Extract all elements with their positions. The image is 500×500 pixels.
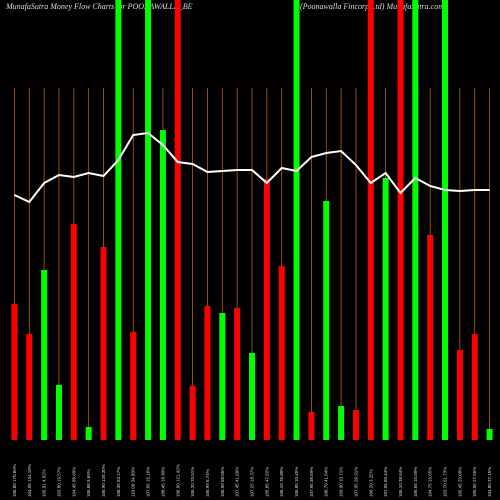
bar	[308, 412, 315, 440]
x-tick-label: 105.20 70.51%	[190, 467, 195, 497]
x-tick-label: 105.45 25.00%	[457, 467, 462, 497]
bar	[85, 427, 92, 440]
x-tick-label: 105.55 15.00%	[413, 467, 418, 497]
x-tick-label: 106.20 3.25%	[368, 469, 373, 497]
x-tick-label: 106.90 58.05%	[220, 467, 225, 497]
bar	[338, 406, 345, 440]
x-tick-label: 104.45 88.60%	[71, 467, 76, 497]
x-tick-label: 107.05 60.44%	[383, 467, 388, 497]
bar	[278, 266, 285, 440]
bar	[130, 332, 137, 440]
x-tick-label: 107.05 15.16%	[146, 467, 151, 497]
x-tick-label: 105.05 27.55%	[472, 467, 477, 497]
bar	[412, 0, 419, 440]
x-tick-label: 105.85 10.45%	[294, 467, 299, 497]
bar	[397, 0, 404, 440]
bar	[456, 350, 463, 440]
x-tick-label: 104.80 37.15%	[487, 467, 492, 497]
x-tick-label: 107.05 26.91%	[353, 467, 358, 497]
bar	[70, 224, 77, 440]
bar	[442, 0, 449, 440]
bar	[323, 201, 330, 440]
x-tick-label: 105.91 4.92%	[42, 469, 47, 497]
bar	[26, 334, 33, 440]
x-tick-label: 106.60 121.42%	[175, 464, 180, 497]
x-tick-label: 108.35 53.17%	[116, 467, 121, 497]
x-tick-label: 108.70 41.64%	[324, 467, 329, 497]
bar	[219, 313, 226, 440]
bar	[486, 429, 493, 440]
bar	[115, 0, 122, 440]
bar	[189, 386, 196, 440]
x-tick-label: 106.90 120.30%	[101, 464, 106, 497]
bar	[174, 0, 181, 440]
x-tick-label: 105.88 9.69%	[86, 469, 91, 497]
x-tick-label: 104.75 15.65%	[428, 467, 433, 497]
bar	[249, 353, 255, 440]
bar	[11, 304, 18, 440]
x-tick-label: 103.70 51.73%	[443, 467, 448, 497]
x-tick-label: 109.00 10.71%	[339, 467, 344, 497]
chart-title: MunafaSutra Money Flow Charts for POONAW…	[5, 2, 193, 11]
x-tick-label: 106.80 170.60%	[12, 464, 17, 497]
x-tick-label: 108.45 18.40%	[160, 467, 165, 497]
x-tick-label: 110.00 34.90%	[131, 467, 136, 497]
bar	[293, 0, 300, 440]
x-tick-label: 107.95 38.69%	[309, 467, 314, 497]
bar	[55, 385, 62, 440]
x-tick-label: 105.85 47.82%	[264, 467, 269, 497]
bar	[41, 270, 48, 440]
bar	[100, 247, 107, 440]
bar	[234, 308, 241, 440]
bar	[263, 179, 270, 440]
bar	[382, 178, 389, 440]
bar	[204, 306, 211, 440]
bar	[159, 130, 166, 440]
x-tick-label: 106.10 76.80%	[279, 467, 284, 497]
bar	[427, 235, 434, 440]
bar	[352, 410, 359, 440]
x-tick-label: 107.25 18.37%	[250, 467, 255, 497]
bar	[145, 0, 152, 440]
x-tick-label: 105.10 38.64%	[398, 467, 403, 497]
x-tick-label: 106.99 6.74%	[205, 469, 210, 497]
x-tick-label: 104.95 134.15%	[27, 464, 32, 497]
x-tick-label: 107.45 41.69%	[235, 467, 240, 497]
money-flow-line	[13, 131, 490, 204]
bar	[471, 334, 478, 440]
x-tick-label: 103.80 19.57%	[56, 467, 61, 497]
bar	[367, 0, 374, 440]
